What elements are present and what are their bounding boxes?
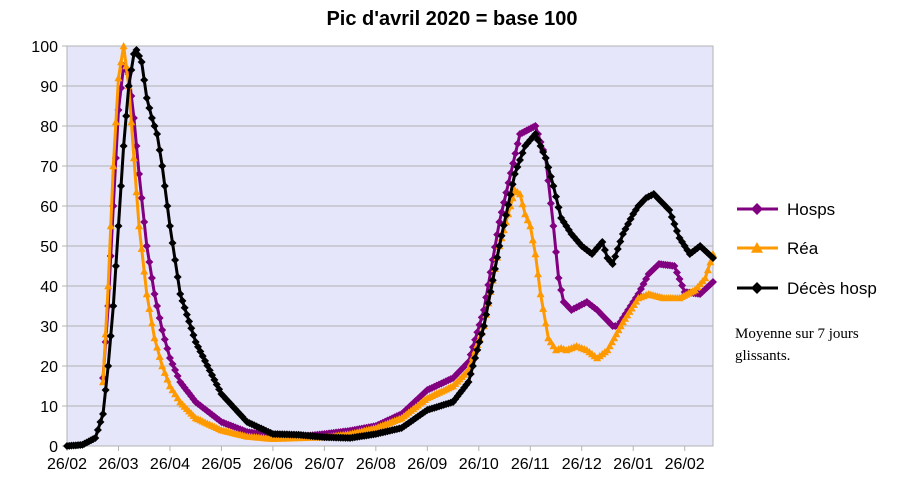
y-tick-label: 80: [40, 119, 58, 136]
x-tick-label: 26/05: [201, 456, 241, 473]
legend-item: Décès hosp: [737, 279, 877, 298]
legend-label: Décès hosp: [787, 279, 877, 298]
legend-label: Réa: [787, 239, 819, 258]
y-tick-label: 10: [40, 399, 58, 416]
legend-marker: [751, 203, 763, 215]
x-tick-label: 26/07: [304, 456, 344, 473]
y-tick-label: 70: [40, 159, 58, 176]
x-tick-label: 26/09: [407, 456, 447, 473]
x-tick-label: 26/02: [665, 456, 705, 473]
y-tick-label: 50: [40, 239, 58, 256]
x-tick-label: 26/02: [47, 456, 87, 473]
x-tick-label: 26/11: [511, 456, 550, 473]
legend-item: Réa: [737, 239, 819, 258]
x-tick-label: 26/08: [356, 456, 396, 473]
y-tick-label: 0: [49, 439, 58, 456]
y-tick-label: 20: [40, 359, 58, 376]
series-hosps: [99, 62, 718, 441]
legend-marker: [751, 282, 763, 294]
x-tick-label: 26/01: [613, 456, 653, 473]
x-tick-label: 26/12: [562, 456, 602, 473]
series-markers: [63, 46, 717, 450]
chart-title: Pic d'avril 2020 = base 100: [326, 8, 577, 30]
x-tick-label: 26/03: [98, 456, 138, 473]
legend-item: Hosps: [737, 200, 835, 219]
legend-label: Hosps: [787, 200, 835, 219]
y-tick-label: 30: [40, 319, 58, 336]
series-layer: [63, 42, 718, 450]
y-tick-label: 60: [40, 199, 58, 216]
series-r-a: [99, 42, 718, 442]
chart-note: Moyenne sur 7 jours glissants.: [735, 326, 859, 364]
plot-border: [66, 45, 714, 447]
y-tick-label: 90: [40, 79, 58, 96]
x-tick-label: 26/10: [459, 456, 499, 473]
y-tick-label: 100: [31, 39, 58, 56]
axes: 0 10 20 30 40 50 60 70 80 90 100 26/02 26/03 26/04 26/…: [31, 39, 714, 473]
legend: Hosps Réa Décès hosp: [737, 200, 877, 298]
series-d-c-s-hosp: [63, 46, 717, 450]
x-tick-label: 26/04: [150, 456, 190, 473]
legend-marker: [751, 242, 763, 253]
y-tick-label: 40: [40, 279, 58, 296]
x-tick-label: 26/06: [253, 456, 293, 473]
